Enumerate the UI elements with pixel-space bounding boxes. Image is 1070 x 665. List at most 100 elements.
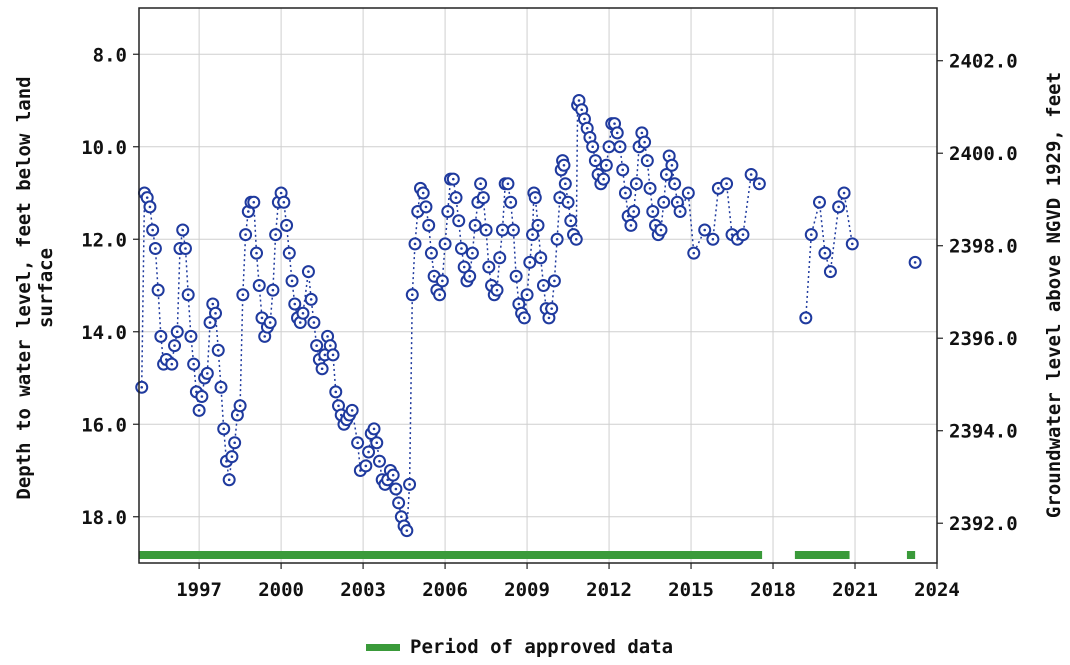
x-tick-label: 2015 xyxy=(668,579,714,601)
data-point xyxy=(613,140,627,154)
data-point xyxy=(367,422,381,436)
data-point xyxy=(181,288,195,302)
data-point xyxy=(837,186,851,200)
approved-data-bars xyxy=(139,551,916,559)
data-point xyxy=(236,288,250,302)
data-point xyxy=(280,218,294,232)
data-point xyxy=(681,186,695,200)
data-point xyxy=(304,292,318,306)
data-point xyxy=(534,251,548,265)
data-point xyxy=(799,311,813,325)
data-point xyxy=(526,228,540,242)
data-point xyxy=(146,223,160,237)
data-point xyxy=(285,274,299,288)
data-point xyxy=(482,260,496,274)
data-point xyxy=(454,242,468,255)
y-tick-label: 10.0 xyxy=(81,137,127,159)
data-point xyxy=(536,279,550,292)
data-point xyxy=(629,177,643,191)
data-point xyxy=(170,325,184,339)
data-point xyxy=(706,232,720,246)
data-point xyxy=(610,126,624,140)
data-point xyxy=(504,195,518,209)
data-point xyxy=(148,242,162,255)
data-point xyxy=(468,218,482,232)
approved-period-bar xyxy=(139,551,763,559)
data-point xyxy=(151,283,165,297)
data-point xyxy=(209,306,223,320)
data-point xyxy=(845,237,859,251)
data-point xyxy=(561,195,575,209)
y-axis-ticks: 8.0 10.0 12.0 14.0 16.0 18.0 xyxy=(81,44,139,529)
data-point xyxy=(818,246,832,260)
data-point xyxy=(187,357,201,371)
data-point xyxy=(599,158,613,172)
x-tick-label: 2018 xyxy=(750,579,796,601)
data-point xyxy=(211,343,225,357)
data-point xyxy=(247,195,261,209)
data-point xyxy=(558,177,572,191)
plot-frame xyxy=(138,7,938,564)
data-point xyxy=(509,269,523,283)
data-point xyxy=(351,436,365,450)
data-point xyxy=(386,468,400,482)
x-tick-label: 2012 xyxy=(586,579,632,601)
data-point xyxy=(184,329,198,343)
data-point xyxy=(823,265,837,279)
data-point xyxy=(165,357,179,371)
data-point xyxy=(665,158,679,172)
data-point xyxy=(345,403,359,417)
data-point xyxy=(419,200,433,214)
data-point xyxy=(517,311,531,325)
data-point xyxy=(457,260,471,274)
x-axis-ticks: 1997 2000 2003 2006 2009 2012 2015 2018 2021 2024 xyxy=(176,563,960,601)
data-point xyxy=(441,205,455,218)
x-tick-label: 2000 xyxy=(258,579,304,601)
approved-period-bar xyxy=(794,551,850,559)
data-point xyxy=(493,251,507,265)
data-point xyxy=(329,385,343,399)
y2-tick-label: 2400.0 xyxy=(949,143,1018,165)
data-point xyxy=(195,390,209,403)
data-point xyxy=(168,339,182,353)
data-point xyxy=(495,223,509,237)
data-point xyxy=(618,186,632,200)
data-point xyxy=(528,191,542,205)
data-point xyxy=(203,316,217,329)
data-point xyxy=(597,172,611,186)
data-point xyxy=(424,246,438,260)
x-tick-label: 2006 xyxy=(422,579,468,601)
data-point xyxy=(659,168,673,181)
data-point xyxy=(252,279,266,292)
data-point xyxy=(154,329,168,343)
data-point xyxy=(465,246,479,260)
data-point xyxy=(225,450,239,464)
data-point xyxy=(217,422,231,436)
data-point xyxy=(646,205,660,218)
data-point xyxy=(228,436,242,450)
data-point xyxy=(698,223,712,237)
data-point xyxy=(446,172,460,186)
data-point xyxy=(277,195,291,209)
data-point xyxy=(506,223,520,237)
data-point xyxy=(602,140,616,154)
data-point xyxy=(627,205,641,218)
data-point xyxy=(222,473,236,487)
data-point xyxy=(452,214,466,228)
y-axis-title-line2: surface xyxy=(35,248,57,328)
y-tick-label: 8.0 xyxy=(93,44,127,66)
data-point xyxy=(720,177,734,191)
data-point xyxy=(557,158,571,172)
data-point xyxy=(405,288,419,302)
y2-tick-label: 2396.0 xyxy=(949,328,1018,350)
data-point xyxy=(657,195,671,209)
data-point xyxy=(673,205,687,218)
data-point xyxy=(531,218,545,232)
y-tick-label: 16.0 xyxy=(81,414,127,436)
approved-period-bar xyxy=(906,551,916,559)
data-point xyxy=(654,223,668,237)
x-tick-label: 1997 xyxy=(176,579,222,601)
data-point xyxy=(362,445,376,459)
data-point xyxy=(668,177,682,191)
